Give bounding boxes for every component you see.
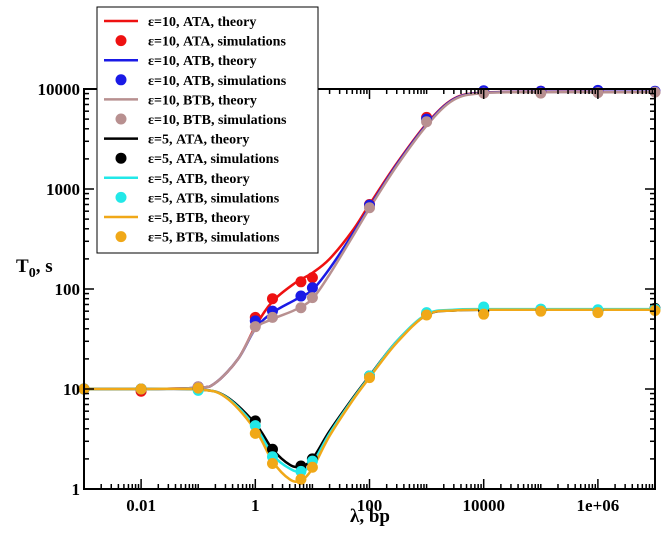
data-point-eps-10-atb-simulations — [295, 290, 307, 302]
data-point-eps-10-btb-simulations — [364, 202, 375, 214]
x-axis-title: λ, bp — [350, 506, 390, 527]
legend-label-eps-10-atb-simulations: ε=10, ATB, simulations — [148, 74, 287, 89]
legend-label-eps-10-ata-theory: ε=10, ATA, theory — [148, 15, 256, 30]
legend-label-eps-5-atb-theory: ε=5, ATB, theory — [148, 172, 250, 187]
legend-label-eps-10-ata-simulations: ε=10, ATA, simulations — [148, 35, 286, 50]
data-point-eps-10-atb-simulations — [306, 282, 318, 294]
legend-label-eps-5-ata-theory: ε=5, ATA, theory — [148, 133, 249, 148]
data-point-eps-10-btb-simulations — [306, 292, 318, 304]
data-point-eps-10-btb-simulations — [295, 302, 307, 314]
legend-swatch-eps-10-ata-simulations — [115, 35, 127, 47]
legend: ε=10, ATA, theory ε=10, ATA, simulations ε… — [96, 6, 319, 254]
y-tick-label: 1000 — [46, 180, 80, 199]
x-tick-label: 10000 — [462, 496, 505, 515]
y-axis-title-sub: 0 — [29, 266, 36, 281]
legend-swatch-eps-5-btb-simulations — [115, 231, 127, 243]
data-point-eps-10-btb-simulations — [266, 311, 278, 323]
legend-swatch-eps-10-btb-simulations — [115, 113, 127, 125]
legend-swatch-eps-10-atb-simulations — [115, 74, 127, 86]
y-tick-label: 1 — [72, 480, 81, 499]
legend-label-eps-10-btb-simulations: ε=10, BTB, simulations — [148, 113, 287, 128]
series-line-eps-5-atb-theory — [84, 307, 655, 473]
data-point-eps-10-ata-simulations — [295, 276, 307, 288]
legend-swatch-eps-5-atb-simulations — [115, 191, 127, 203]
y-tick-label: 10000 — [38, 80, 81, 99]
legend-swatch-eps-5-ata-simulations — [115, 152, 127, 164]
data-point-eps-10-ata-simulations — [306, 272, 318, 284]
data-point-eps-5-ata-simulations — [266, 443, 278, 455]
y-axis-title-suffix: , s — [36, 256, 53, 277]
data-point-eps-5-btb-simulations — [295, 473, 307, 485]
x-tick-label: 100 — [357, 496, 383, 515]
data-point-eps-5-atb-simulations — [249, 420, 261, 432]
y-axis-title: T0, s — [16, 256, 53, 281]
legend-label-eps-5-ata-simulations: ε=5, ATA, simulations — [148, 152, 279, 167]
data-point-eps-5-btb-simulations — [192, 382, 204, 394]
legend-box — [96, 6, 319, 254]
y-axis-title-main: T — [16, 256, 29, 277]
data-point-eps-10-btb-simulations — [421, 116, 433, 128]
data-point-eps-5-btb-simulations — [306, 461, 318, 473]
legend-label-eps-5-btb-simulations: ε=5, BTB, simulations — [148, 231, 280, 246]
legend-label-eps-10-atb-theory: ε=10, ATB, theory — [148, 54, 257, 69]
data-point-eps-10-btb-simulations — [249, 321, 261, 333]
x-tick-label: 1e+06 — [577, 496, 620, 515]
y-tick-label: 100 — [55, 280, 81, 299]
data-point-eps-5-btb-simulations — [249, 427, 261, 439]
x-tick-label: 1 — [251, 496, 260, 515]
data-point-eps-5-atb-simulations — [295, 465, 307, 477]
data-point-eps-5-btb-simulations — [364, 372, 375, 384]
data-point-eps-5-btb-simulations — [535, 305, 547, 317]
x-tick-label: 0.01 — [126, 496, 156, 515]
legend-label-eps-5-btb-theory: ε=5, BTB, theory — [148, 211, 250, 226]
legend-label-eps-10-btb-theory: ε=10, BTB, theory — [148, 93, 257, 108]
data-point-eps-10-ata-simulations — [266, 293, 278, 305]
data-point-eps-5-btb-simulations — [266, 457, 278, 469]
data-point-eps-5-btb-simulations — [421, 309, 433, 321]
data-point-eps-5-btb-simulations — [478, 308, 490, 320]
y-tick-label: 10 — [63, 380, 80, 399]
data-point-eps-5-btb-simulations — [135, 383, 147, 395]
series-line-eps-5-btb-theory — [84, 308, 655, 483]
data-point-eps-5-btb-simulations — [592, 307, 604, 319]
tick-labels: 0.01 1 100 10000 1e+06 1 10 100 1000 10000 — [38, 80, 620, 515]
legend-label-eps-5-atb-simulations: ε=5, ATB, simulations — [148, 191, 280, 206]
